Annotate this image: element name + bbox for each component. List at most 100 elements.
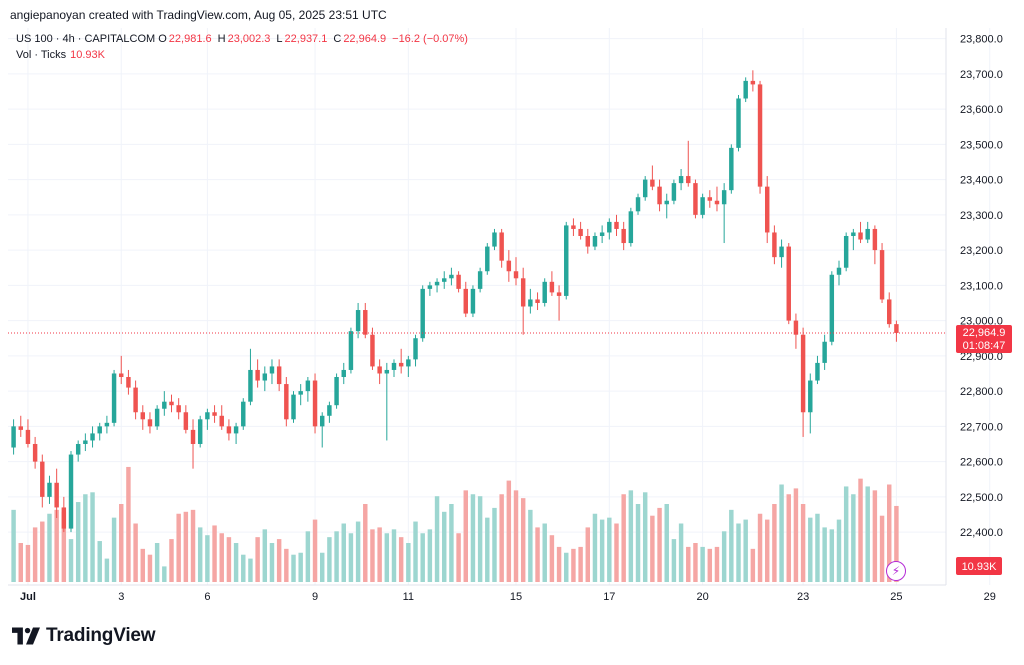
candle	[241, 398, 246, 430]
volume-bar	[815, 513, 820, 582]
candle	[542, 278, 547, 307]
candle-body	[607, 221, 612, 233]
volume-bar	[154, 543, 160, 582]
y-tick-label: 22,600.0	[960, 457, 1003, 469]
volume-bar	[764, 519, 770, 582]
volume-bar	[757, 513, 763, 582]
volume-tag: 10.93K	[956, 557, 1002, 575]
volume-bar	[205, 535, 210, 582]
candle-body	[269, 366, 275, 374]
y-tick-label: 23,300.0	[960, 210, 1003, 222]
candle	[858, 221, 863, 244]
volume-bar	[319, 552, 325, 582]
time-axis[interactable]: Jul36911151720232529Aug57	[20, 591, 1024, 603]
volume-bar	[556, 546, 562, 582]
symbol-name: US 100 · 4h · CAPITALCOM	[16, 33, 156, 45]
candle-body	[578, 228, 583, 236]
candle-body	[549, 281, 555, 293]
volume-bar	[872, 490, 878, 582]
candle	[664, 193, 669, 219]
candle-body	[520, 278, 526, 307]
candle	[635, 193, 641, 215]
volume-bar	[635, 504, 641, 582]
candle	[585, 228, 591, 254]
candle	[11, 419, 16, 455]
volume-bar	[686, 546, 691, 582]
candle	[657, 179, 662, 212]
candle-body	[585, 235, 591, 247]
candle	[377, 359, 382, 385]
candle-body	[535, 299, 540, 303]
volume-bar	[721, 531, 727, 582]
volume-bar	[851, 494, 856, 582]
volume-bar	[291, 554, 296, 582]
volume-bar	[822, 527, 827, 582]
candle-body	[772, 232, 777, 258]
volume-bar	[162, 566, 167, 582]
candle	[506, 250, 512, 282]
candle	[786, 243, 791, 325]
candle-body	[298, 391, 303, 395]
candle-body	[75, 443, 81, 455]
candle	[564, 221, 569, 300]
candle	[284, 377, 289, 427]
lightning-icon[interactable]: ⚡	[886, 561, 906, 581]
candle-body	[764, 186, 770, 233]
candle	[355, 302, 361, 339]
volume-bar	[564, 552, 569, 582]
volume-bar	[104, 558, 110, 582]
price-axis[interactable]: 23,800.0 23,700.0 23,600.0 23,500.0 23,400.0…	[960, 34, 1003, 540]
candle-body	[241, 401, 246, 427]
volume-bar	[700, 546, 705, 582]
candle	[721, 183, 727, 244]
candle	[269, 359, 275, 385]
y-tick-label: 23,000.0	[960, 316, 1003, 328]
volume-bar	[456, 533, 461, 582]
candle	[154, 405, 160, 430]
candle	[513, 257, 519, 286]
volume-bar	[800, 504, 806, 582]
candle	[90, 426, 95, 448]
tradingview-logo[interactable]: TradingView	[12, 625, 156, 647]
candle-body	[628, 211, 634, 244]
volume-bar	[391, 529, 397, 582]
open-label: O	[158, 33, 167, 45]
tradingview-logo-icon	[12, 627, 40, 645]
volume-bar	[241, 554, 246, 582]
volume-bar	[147, 554, 153, 582]
candle-body	[485, 246, 490, 272]
candle-body	[556, 292, 562, 296]
candle-body	[642, 179, 648, 198]
candle-body	[147, 419, 153, 427]
candle	[18, 415, 23, 437]
candle	[420, 285, 425, 342]
candle	[800, 327, 806, 437]
volume-bar	[664, 504, 669, 582]
symbol-legend[interactable]: US 100 · 4h · CAPITALCOM O 22,981.6 H 23,00…	[16, 33, 474, 45]
volume-bar	[111, 517, 117, 582]
volume-bar	[858, 478, 863, 582]
candle-body	[542, 281, 547, 303]
y-tick-label: 23,100.0	[960, 280, 1003, 292]
y-tick-label: 23,600.0	[960, 104, 1003, 116]
candle	[693, 179, 698, 219]
candle	[312, 373, 318, 434]
candle-body	[140, 412, 146, 420]
volume-bar	[542, 523, 547, 582]
volume-bar	[743, 519, 748, 582]
open-value: 22,981.6	[168, 33, 212, 45]
candle-body	[865, 228, 870, 240]
volume-bar	[255, 537, 260, 582]
volume-bar	[628, 490, 634, 582]
price-tag-countdown: 01:08:47	[963, 340, 1006, 352]
candle	[528, 288, 533, 314]
candle-body	[11, 426, 16, 448]
candle	[40, 454, 45, 508]
candle	[341, 362, 346, 385]
candle	[872, 225, 878, 265]
volume-bar	[808, 517, 813, 582]
candle	[126, 369, 131, 395]
volume-legend[interactable]: Vol · Ticks 10.93K	[16, 49, 105, 61]
candle	[736, 94, 741, 152]
